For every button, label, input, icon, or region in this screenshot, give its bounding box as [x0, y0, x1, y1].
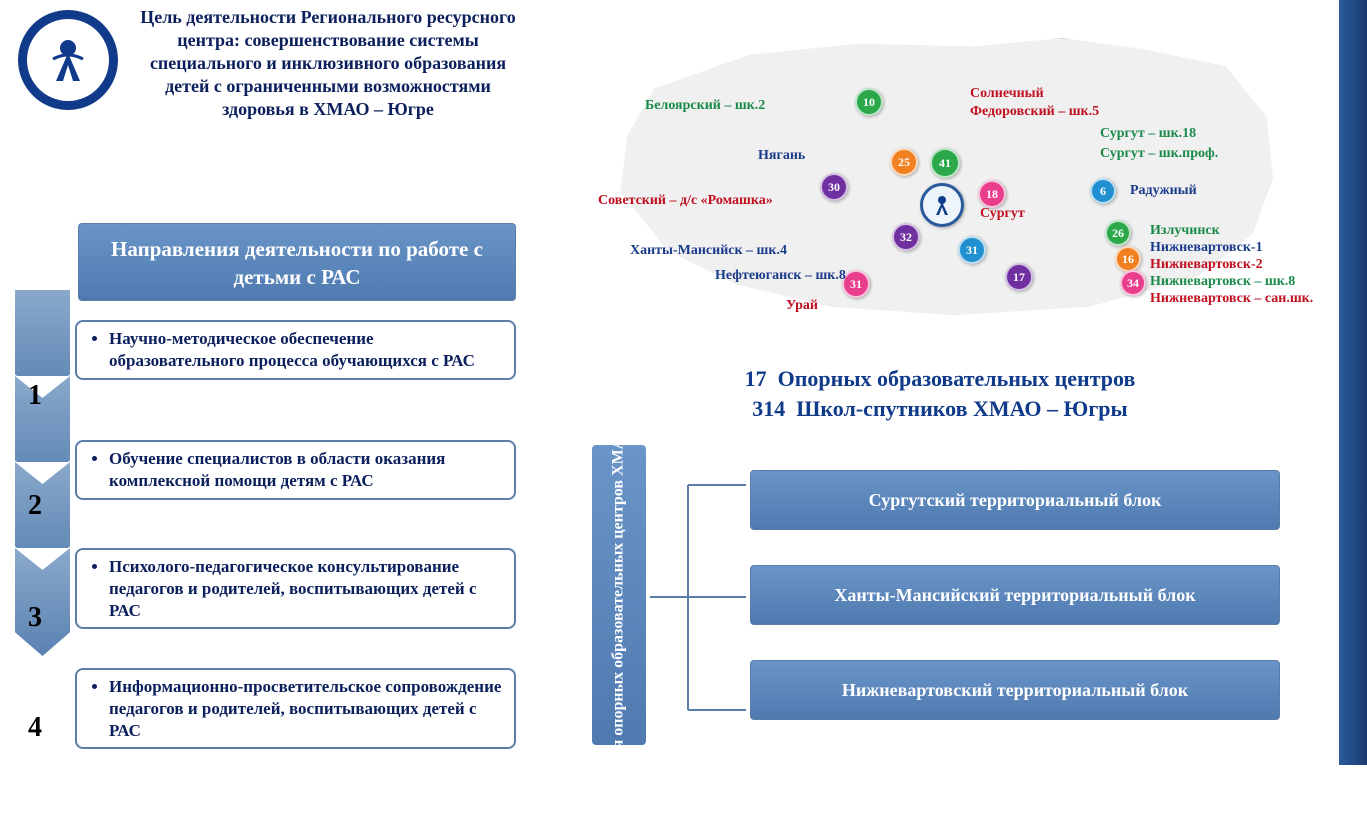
chevron-stack: [15, 312, 70, 656]
map-marker: 30: [820, 173, 848, 201]
map-label: Советский – д/с «Ромашка»: [598, 193, 778, 209]
association-label: Ассоциация опорных образовательных центр…: [609, 363, 629, 826]
directions-title-box: Направления деятельности по работе с дет…: [78, 223, 516, 301]
side-accent-bar: [1339, 0, 1367, 765]
direction-item-text: Обучение специалистов в области оказания…: [109, 448, 504, 492]
map-label: Радужный: [1130, 183, 1197, 199]
map-marker: 6: [1090, 178, 1116, 204]
map-label: Солнечный: [970, 86, 1044, 102]
stat-count-1: 17: [745, 366, 767, 391]
map-marker: 17: [1005, 263, 1033, 291]
direction-item-text: Информационно-просветительское сопровожд…: [109, 676, 504, 741]
stat-count-2: 314: [752, 396, 785, 421]
map-marker: 16: [1115, 246, 1141, 272]
logo-badge: [18, 10, 118, 110]
territorial-block-2: Ханты-Мансийский территориальный блок: [750, 565, 1280, 625]
stat-text-1: Опорных образовательных центров: [778, 366, 1136, 391]
stats-block: 17 Опорных образовательных центров 314 Ш…: [570, 364, 1310, 423]
logo-inner: [27, 19, 109, 101]
map-marker: 18: [978, 180, 1006, 208]
map-label: Нижневартовск – шк.8: [1150, 274, 1295, 290]
dir-number-2: 2: [28, 490, 42, 522]
territorial-block-3: Нижневартовский территориальный блок: [750, 660, 1280, 720]
dir-number-3: 3: [28, 602, 42, 634]
region-map: 10 25 41 30 18 6 32 31 17 261634 31 Белоярский – ш…: [560, 8, 1320, 338]
person-icon: [39, 31, 97, 89]
direction-item-text: Научно-методическое обеспечение образова…: [109, 328, 504, 372]
map-label: Нефтеюганск – шк.8: [715, 268, 846, 284]
map-marker: 32: [892, 223, 920, 251]
map-label: Ханты-Мансийск – шк.4: [630, 243, 787, 259]
map-marker: 34: [1120, 270, 1146, 296]
direction-item-4: Информационно-просветительское сопровожд…: [75, 668, 516, 749]
map-label: Федоровский – шк.5: [970, 104, 1099, 120]
map-marker: 41: [930, 148, 960, 178]
map-label: Нягань: [758, 148, 805, 164]
direction-item-2: Обучение специалистов в области оказания…: [75, 440, 516, 500]
bracket-icon: [648, 455, 748, 740]
map-marker: [920, 183, 964, 227]
stat-text-2: Школ-спутников ХМАО – Югры: [796, 396, 1127, 421]
association-bar: Ассоциация опорных образовательных центр…: [592, 445, 646, 745]
map-label: Нижневартовск-1: [1150, 240, 1263, 256]
map-marker: 31: [842, 270, 870, 298]
map-label: Урай: [786, 298, 818, 314]
direction-item-1: Научно-методическое обеспечение образова…: [75, 320, 516, 380]
direction-item-text: Психолого-педагогическое консультировани…: [109, 556, 504, 621]
chevron-4: [15, 548, 70, 656]
dir-number-4: 4: [28, 712, 42, 744]
map-label: Излучинск: [1150, 223, 1220, 239]
map-label: Сургут: [980, 206, 1025, 222]
map-marker: 10: [855, 88, 883, 116]
dir-number-1: 1: [28, 380, 42, 412]
map-marker: 31: [958, 236, 986, 264]
goal-text: Цель деятельности Регионального ресурсно…: [128, 6, 528, 121]
map-label: Сургут – шк.18: [1100, 126, 1196, 142]
direction-item-3: Психолого-педагогическое консультировани…: [75, 548, 516, 629]
map-label: Нижневартовск – сан.шк.: [1150, 291, 1313, 307]
map-marker: 26: [1105, 220, 1131, 246]
map-label: Сургут – шк.проф.: [1100, 146, 1218, 162]
territorial-block-1: Сургутский территориальный блок: [750, 470, 1280, 530]
map-label: Белоярский – шк.2: [645, 98, 765, 114]
map-label: Нижневартовск-2: [1150, 257, 1263, 273]
map-marker: 25: [890, 148, 918, 176]
